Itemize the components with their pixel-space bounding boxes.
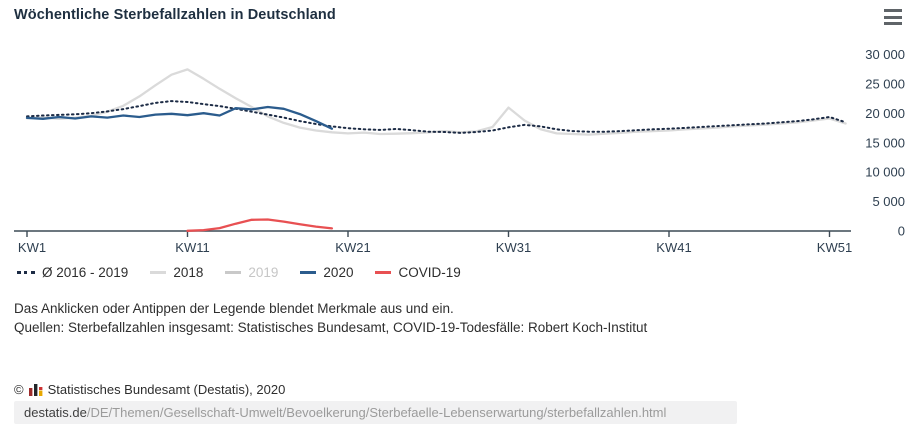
hamburger-icon <box>884 15 902 19</box>
legend-item-covid-19[interactable]: COVID-19 <box>375 265 461 280</box>
legend-label: 2018 <box>173 265 204 280</box>
legend-marker-icon <box>375 271 392 274</box>
series-line-2018[interactable] <box>25 68 847 136</box>
copyright-symbol: © <box>14 382 24 397</box>
y-axis-tick-label: 0 <box>898 224 905 239</box>
y-axis-tick-label: 20 000 <box>865 106 905 121</box>
url-domain: destatis.de <box>24 405 87 420</box>
legend-label: 2019 <box>248 265 279 280</box>
x-axis-tick-label: KW51 <box>817 240 852 255</box>
chart-notes: Das Anklicken oder Antippen der Legende … <box>14 299 647 337</box>
legend-marker-icon <box>150 271 167 274</box>
copyright-text: Statistisches Bundesamt (Destatis), 2020 <box>47 382 286 397</box>
y-axis-tick-label: 25 000 <box>865 77 905 92</box>
copyright-line: © Statistisches Bundesamt (Destatis), 20… <box>14 382 285 397</box>
series-line-2020[interactable] <box>25 105 334 130</box>
legend-marker-icon <box>225 271 242 274</box>
legend-label: 2020 <box>323 265 354 280</box>
legend-item-2019[interactable]: 2019 <box>225 265 278 280</box>
hamburger-icon <box>884 9 902 12</box>
series-line-covid-19[interactable] <box>186 218 334 232</box>
destatis-logo-icon <box>28 384 42 396</box>
sources-text: Quellen: Sterbefallzahlen insgesamt: Sta… <box>14 320 648 335</box>
source-url-bar[interactable]: destatis.de/DE/Themen/Gesellschaft-Umwel… <box>14 401 737 424</box>
x-axis-tick-label: KW11 <box>175 240 209 255</box>
series-line-2016-2019[interactable] <box>26 100 847 134</box>
x-axis-tick-label: KW41 <box>656 240 691 255</box>
legend-marker-icon <box>300 271 317 274</box>
legend-item-2016-2019[interactable]: Ø 2016 - 2019 <box>17 265 128 280</box>
y-axis-tick-label: 15 000 <box>865 135 905 150</box>
chart-menu-button[interactable] <box>884 9 902 25</box>
x-axis-tick-label: KW31 <box>496 240 531 255</box>
legend-item-2020[interactable]: 2020 <box>300 265 353 280</box>
page-title: Wöchentliche Sterbefallzahlen in Deutsch… <box>14 7 336 23</box>
y-axis-tick-label: 5 000 <box>872 194 905 209</box>
url-path: /DE/Themen/Gesellschaft-Umwelt/Bevoelker… <box>86 405 667 420</box>
x-axis-tick-label: KW1 <box>18 240 46 255</box>
chart-legend: Ø 2016 - 2019 2018 2019 2020 COVID-19 <box>17 265 461 280</box>
y-axis-tick-label: 10 000 <box>865 165 905 180</box>
legend-marker-icon <box>17 271 35 274</box>
legend-item-2018[interactable]: 2018 <box>150 265 203 280</box>
hamburger-icon <box>884 22 902 25</box>
y-axis-tick-label: 30 000 <box>865 47 905 62</box>
legend-label: COVID-19 <box>398 265 461 280</box>
line-chart: KW1 KW11 KW21 KW31 KW41 KW51 0 5 000 10 000 15 00… <box>14 47 905 255</box>
legend-hint-text: Das Anklicken oder Antippen der Legende … <box>14 301 454 316</box>
legend-label: Ø 2016 - 2019 <box>42 265 129 280</box>
x-axis-tick-label: KW21 <box>335 240 370 255</box>
